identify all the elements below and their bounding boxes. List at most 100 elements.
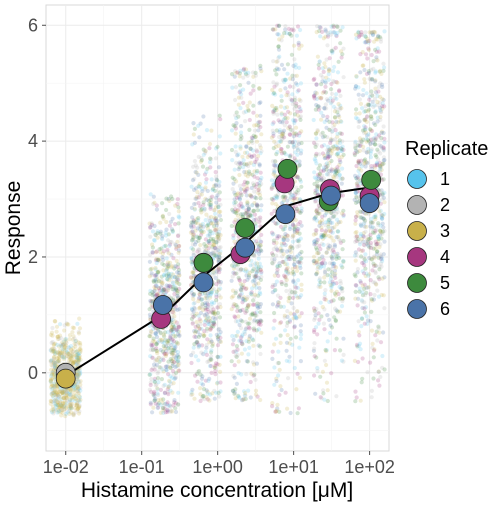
raw-point xyxy=(57,402,62,407)
raw-point xyxy=(374,227,379,232)
raw-point xyxy=(254,303,260,308)
raw-point xyxy=(170,327,175,332)
raw-point xyxy=(199,158,204,163)
raw-point xyxy=(171,329,176,334)
raw-point xyxy=(55,359,61,364)
raw-point xyxy=(373,136,378,141)
raw-point xyxy=(257,163,262,168)
raw-point xyxy=(358,347,363,352)
raw-point xyxy=(233,207,238,212)
raw-point xyxy=(53,397,58,402)
raw-point xyxy=(249,290,254,295)
raw-point xyxy=(332,348,337,353)
raw-point xyxy=(56,405,61,410)
raw-point xyxy=(200,343,205,348)
raw-point xyxy=(380,191,385,196)
raw-point xyxy=(288,97,293,102)
raw-point xyxy=(279,98,284,103)
raw-point xyxy=(292,196,297,201)
raw-point xyxy=(291,134,296,139)
raw-point xyxy=(259,330,264,335)
raw-point xyxy=(233,131,238,136)
raw-point xyxy=(214,240,219,245)
raw-point xyxy=(297,104,302,110)
raw-point xyxy=(249,194,254,199)
raw-point xyxy=(369,309,374,314)
raw-point xyxy=(255,394,260,399)
raw-point xyxy=(51,348,56,353)
raw-point xyxy=(278,295,283,300)
raw-point xyxy=(287,124,292,129)
raw-point xyxy=(76,353,81,358)
raw-point xyxy=(296,188,301,193)
raw-point xyxy=(245,103,250,109)
raw-point xyxy=(58,322,63,327)
raw-point xyxy=(368,103,373,108)
raw-point xyxy=(359,215,364,220)
raw-point xyxy=(77,351,82,356)
raw-point xyxy=(295,411,300,416)
raw-point xyxy=(286,271,291,276)
raw-point xyxy=(165,277,170,282)
raw-point xyxy=(237,74,242,79)
raw-point xyxy=(163,348,169,353)
raw-point xyxy=(379,167,384,173)
raw-point xyxy=(378,374,383,380)
raw-point xyxy=(64,395,69,400)
raw-point xyxy=(259,274,264,280)
raw-point xyxy=(77,403,82,408)
raw-point xyxy=(211,238,216,244)
raw-point xyxy=(290,266,295,271)
raw-point xyxy=(257,236,262,241)
raw-point xyxy=(75,357,80,362)
raw-point xyxy=(54,393,59,398)
raw-point xyxy=(61,355,67,360)
raw-point xyxy=(285,71,290,76)
raw-point xyxy=(362,243,367,248)
raw-point xyxy=(169,324,174,329)
raw-point xyxy=(290,131,295,136)
raw-point xyxy=(230,207,235,212)
raw-point xyxy=(245,269,250,274)
raw-point xyxy=(175,354,180,359)
raw-point xyxy=(278,304,283,309)
raw-point xyxy=(335,165,340,170)
raw-point xyxy=(297,197,303,202)
raw-point xyxy=(297,115,302,120)
raw-point xyxy=(211,310,216,315)
raw-point xyxy=(63,414,68,419)
raw-point xyxy=(341,296,346,301)
raw-point xyxy=(192,202,197,207)
raw-point xyxy=(55,334,60,339)
raw-point xyxy=(283,262,288,267)
raw-point xyxy=(272,208,277,214)
raw-point xyxy=(57,400,62,405)
raw-point xyxy=(341,46,346,51)
raw-point xyxy=(234,289,239,294)
raw-point xyxy=(321,388,326,393)
raw-point xyxy=(293,264,298,270)
raw-point xyxy=(153,265,158,271)
raw-point xyxy=(164,283,169,288)
raw-point xyxy=(75,384,80,389)
raw-point xyxy=(252,372,257,377)
raw-point xyxy=(285,254,290,260)
raw-point xyxy=(299,43,304,48)
raw-point xyxy=(58,352,64,357)
raw-point xyxy=(364,150,369,155)
raw-point xyxy=(324,362,329,368)
raw-point xyxy=(255,203,260,208)
raw-point xyxy=(193,329,199,334)
raw-point xyxy=(296,141,302,146)
raw-point xyxy=(200,189,205,194)
raw-point xyxy=(379,236,384,241)
raw-point xyxy=(328,283,333,288)
raw-point xyxy=(205,315,211,320)
raw-point xyxy=(335,134,340,139)
raw-point xyxy=(314,91,319,96)
raw-point xyxy=(51,409,56,414)
raw-point xyxy=(297,177,303,182)
raw-point xyxy=(313,188,318,193)
raw-point xyxy=(256,293,261,298)
raw-point xyxy=(176,244,181,249)
